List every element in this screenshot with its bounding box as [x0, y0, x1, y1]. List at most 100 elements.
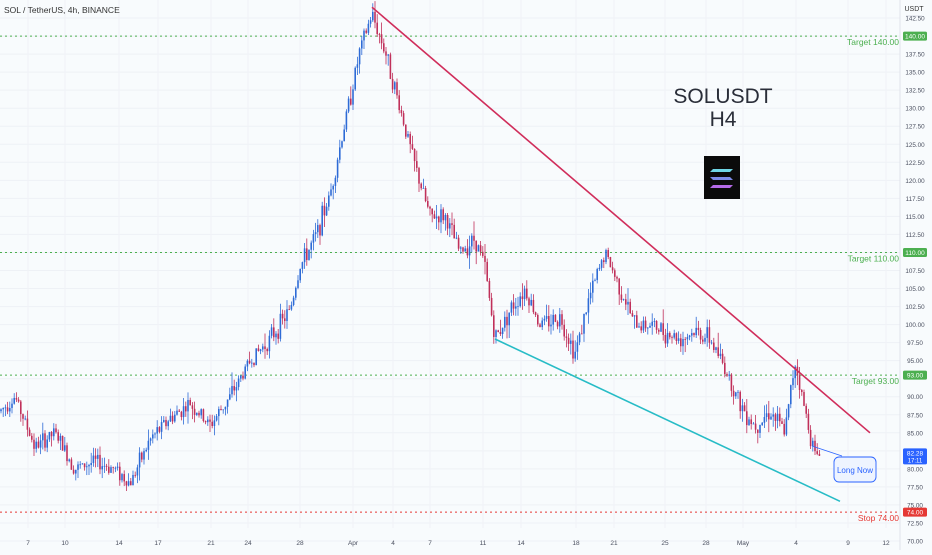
candles	[0, 1, 821, 491]
candle-body	[83, 463, 86, 468]
candle-body	[460, 247, 462, 249]
candle-body	[435, 216, 438, 219]
candle-body	[561, 314, 563, 325]
candle-body	[504, 316, 506, 328]
candle-body	[405, 124, 407, 137]
candle-body	[105, 465, 108, 467]
candle-body	[603, 260, 605, 263]
candle-body	[165, 419, 167, 427]
candle-body	[537, 315, 539, 325]
candle-body	[631, 313, 634, 317]
candle-body	[70, 459, 73, 470]
candle-body	[490, 297, 493, 316]
candle-body	[530, 299, 532, 306]
candle-body	[774, 414, 777, 421]
candle-body	[244, 366, 246, 379]
candle-body	[9, 407, 11, 412]
candle-body	[299, 268, 301, 281]
candle-body	[231, 386, 233, 395]
candle-body	[218, 408, 220, 417]
candle-body	[647, 327, 649, 329]
candle-body	[499, 332, 502, 335]
candle-body	[101, 466, 103, 470]
candle-body	[726, 374, 728, 376]
candle-body	[730, 374, 733, 391]
candle-body	[389, 54, 392, 79]
candle-body	[748, 419, 750, 426]
candle-body	[552, 314, 554, 325]
candle-body	[61, 435, 64, 451]
x-tick-label: 24	[244, 540, 252, 547]
y-tick-label: 77.50	[907, 484, 923, 491]
candle-body	[402, 113, 405, 125]
candle-body	[275, 333, 277, 338]
candle-body	[592, 280, 594, 293]
candle-body	[594, 279, 596, 281]
candle-body	[581, 333, 583, 335]
long-now-callout[interactable]: Long Now	[811, 445, 877, 483]
candle-body	[279, 313, 282, 339]
candle-body	[607, 250, 609, 258]
time-axis[interactable]: 7 10 14 17 21 24 28 Apr 4 7 11 14 18 21 25 28 May 4 9 12	[26, 540, 890, 547]
candle-body	[306, 248, 308, 260]
candle-body	[633, 315, 636, 317]
y-tick-label: 102.50	[905, 304, 925, 311]
candle-body	[354, 67, 356, 90]
x-tick-label: 18	[572, 540, 580, 547]
candle-body	[132, 474, 134, 486]
candle-body	[484, 255, 486, 262]
level-label-target: Target 110.00	[848, 253, 900, 263]
x-tick-label: 12	[882, 540, 890, 547]
candle-body	[794, 366, 796, 379]
candle-body	[765, 413, 768, 418]
candle-body	[475, 240, 477, 252]
candle-body	[622, 299, 625, 301]
candle-body	[11, 403, 13, 408]
candle-body	[570, 340, 572, 344]
candle-body	[618, 278, 620, 295]
candle-body	[704, 337, 706, 342]
candle-body	[178, 410, 180, 412]
candle-body	[387, 54, 389, 56]
candle-body	[609, 257, 612, 268]
candle-body	[409, 134, 411, 145]
candle-body	[596, 269, 598, 280]
candle-body	[653, 321, 656, 322]
candle-body	[185, 406, 187, 412]
price-axis[interactable]: USDT 70.00 72.50 75.00 77.50 80.00 85.00 87.50…	[899, 0, 932, 550]
candle-body	[585, 312, 587, 315]
candle-body	[526, 288, 528, 299]
resistance-trendline[interactable]	[371, 6, 871, 434]
candle-body	[180, 411, 183, 418]
candle-body	[127, 481, 130, 486]
candle-body	[237, 378, 240, 388]
candle-body	[675, 333, 678, 341]
candle-body	[550, 324, 552, 327]
candle-body	[457, 237, 460, 249]
candle-body	[385, 51, 387, 56]
candle-body	[176, 410, 178, 415]
candle-body	[130, 481, 132, 486]
support-trendline[interactable]	[494, 338, 841, 503]
candle-body	[182, 406, 185, 418]
candle-body	[147, 440, 150, 450]
candle-body	[724, 362, 726, 375]
candle-body	[75, 469, 77, 474]
candle-body	[741, 405, 744, 412]
candle-body	[638, 326, 640, 328]
candle-body	[317, 225, 319, 233]
candle-body	[629, 301, 631, 314]
candle-body	[88, 465, 90, 467]
candle-body	[213, 420, 216, 426]
candle-body	[572, 340, 574, 359]
x-tick-label: 4	[391, 540, 395, 547]
candle-body	[242, 375, 244, 379]
candle-body	[708, 327, 711, 343]
y-tick-label: 130.00	[905, 106, 925, 113]
candle-body	[684, 339, 686, 340]
candle-body	[761, 422, 763, 425]
candle-body	[495, 330, 497, 337]
level-badge-text: 110.00	[905, 250, 925, 257]
